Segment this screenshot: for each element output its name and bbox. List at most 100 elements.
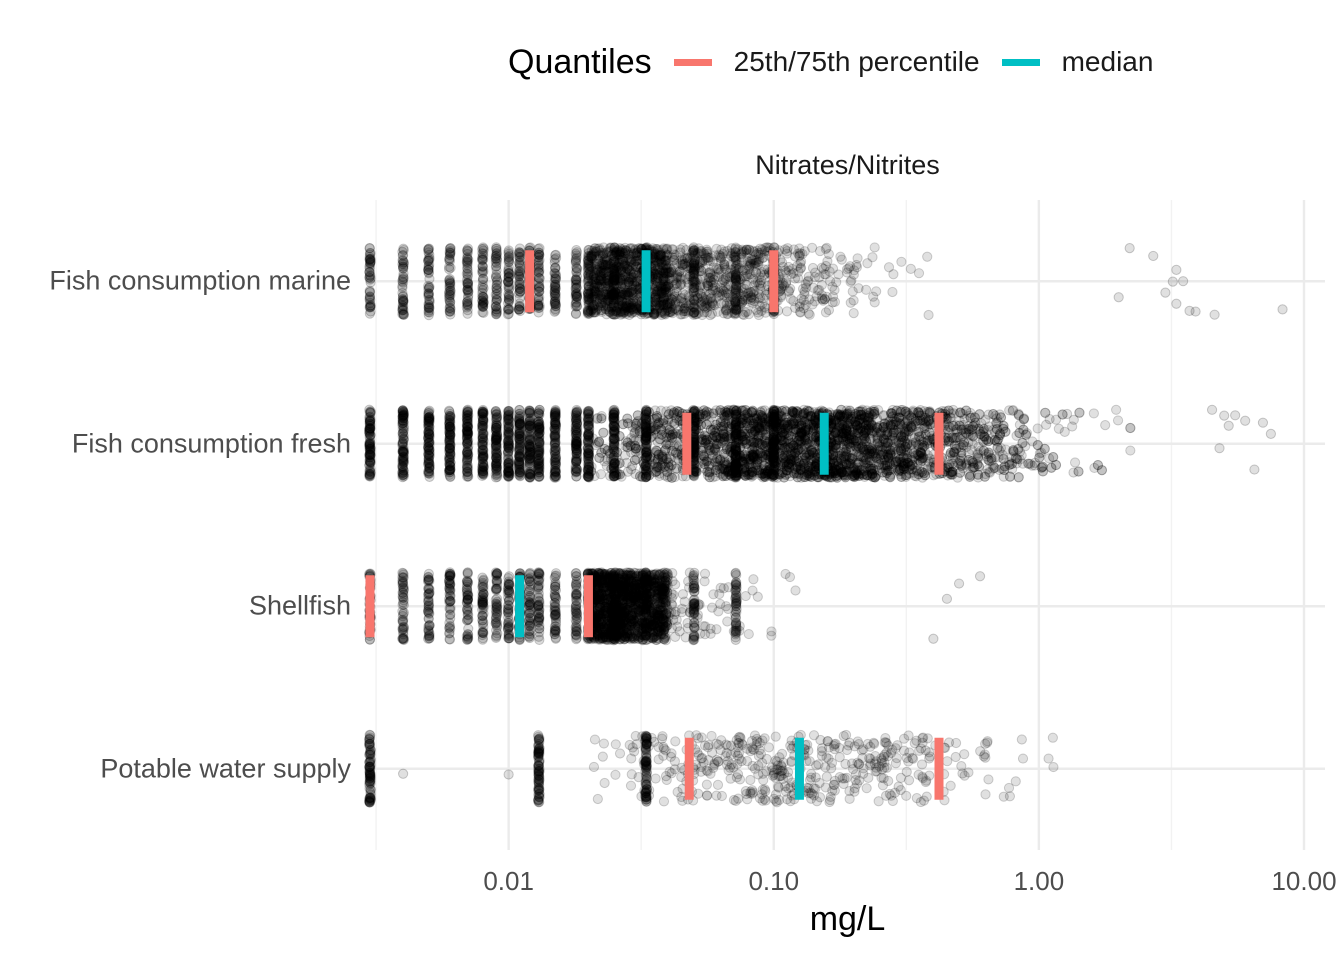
data-point: [781, 306, 793, 317]
data-point: [600, 304, 612, 315]
data-point: [689, 254, 701, 265]
data-point: [650, 257, 661, 268]
data-point: [478, 243, 489, 254]
data-point: [571, 247, 583, 258]
data-point: [704, 289, 715, 300]
data-point: [423, 299, 435, 311]
data-point: [694, 287, 706, 299]
data-point: [813, 272, 825, 283]
data-point: [688, 307, 699, 318]
data-point: [607, 286, 618, 297]
outlier-point: [1113, 292, 1124, 303]
data-point: [663, 280, 674, 291]
data-point: [721, 303, 732, 314]
data-point: [751, 267, 762, 278]
data-point: [702, 277, 714, 289]
data-point: [582, 270, 594, 281]
data-point: [679, 303, 691, 314]
data-point: [847, 286, 858, 297]
outlier-point: [1160, 287, 1171, 298]
data-point: [631, 296, 642, 307]
data-point: [514, 251, 525, 262]
data-point: [534, 292, 545, 303]
data-point: [780, 265, 791, 276]
data-point: [790, 302, 801, 313]
data-point: [598, 265, 609, 276]
data-point: [583, 293, 595, 304]
data-point: [625, 305, 636, 316]
data-point: [615, 269, 626, 280]
data-point: [704, 267, 716, 279]
data-point: [365, 254, 376, 265]
data-point: [651, 286, 663, 297]
data-point: [758, 252, 769, 263]
data-point: [589, 243, 600, 254]
data-point: [707, 285, 718, 296]
data-point: [600, 259, 611, 270]
data-point: [598, 259, 610, 270]
data-point: [586, 279, 597, 290]
data-point: [590, 281, 601, 292]
data-point: [717, 289, 728, 300]
outlier-point: [1171, 264, 1182, 275]
data-point: [827, 281, 838, 292]
data-point: [398, 271, 409, 282]
data-point: [595, 250, 606, 261]
data-point: [666, 244, 678, 255]
data-point: [625, 269, 637, 280]
data-point: [1032, 423, 1043, 434]
data-point: [706, 308, 718, 319]
data-point: [704, 255, 715, 267]
data-point: [364, 291, 375, 302]
data-point: [670, 303, 681, 314]
data-point: [848, 308, 859, 319]
data-point: [718, 259, 730, 270]
data-point: [620, 245, 631, 256]
data-point: [675, 278, 686, 289]
data-point: [533, 300, 544, 311]
data-point: [650, 295, 661, 307]
data-point: [585, 266, 596, 277]
data-point: [627, 243, 638, 254]
data-point: [694, 266, 705, 277]
data-point: [701, 251, 712, 263]
data-point: [365, 300, 376, 311]
data-point: [608, 266, 619, 277]
data-point: [1125, 445, 1136, 456]
data-point: [730, 300, 742, 312]
data-point: [582, 308, 594, 319]
data-point: [731, 259, 742, 271]
data-point: [550, 298, 561, 310]
data-point: [462, 281, 473, 293]
data-point: [1112, 415, 1124, 426]
data-point: [550, 253, 562, 264]
data-point: [571, 261, 582, 273]
data-point: [655, 308, 666, 319]
data-point: [515, 286, 526, 297]
data-point: [617, 270, 629, 282]
data-point: [688, 267, 699, 278]
data-point: [657, 295, 668, 307]
data-point: [593, 250, 604, 261]
data-point: [658, 263, 669, 274]
data-point: [491, 304, 502, 315]
data-point: [618, 302, 629, 313]
data-point: [820, 307, 832, 318]
data-point: [787, 263, 798, 275]
data-point: [803, 308, 814, 319]
data-points: [364, 242, 1288, 808]
data-point: [397, 250, 408, 261]
data-point: [669, 303, 680, 314]
data-point: [671, 258, 682, 269]
data-point: [730, 251, 741, 262]
data-point: [690, 248, 701, 259]
data-point: [605, 285, 616, 296]
data-point: [596, 288, 608, 299]
data-point: [630, 267, 641, 279]
data-point: [737, 294, 748, 305]
data-point: [591, 286, 602, 297]
data-point: [722, 308, 734, 319]
data-point: [571, 282, 582, 293]
data-point: [695, 280, 706, 291]
data-point: [658, 299, 669, 310]
